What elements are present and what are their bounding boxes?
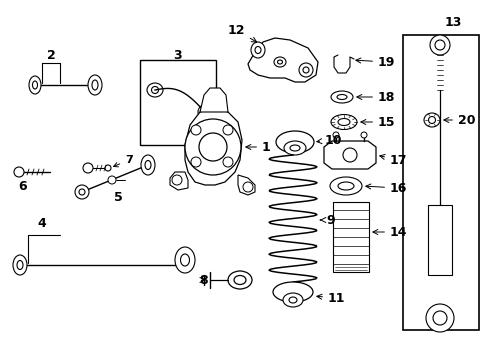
Ellipse shape (284, 141, 305, 155)
Text: 4: 4 (38, 216, 46, 230)
Ellipse shape (180, 254, 189, 266)
Ellipse shape (32, 81, 38, 89)
Bar (332, 202, 368, 272)
Ellipse shape (289, 145, 299, 151)
Text: 2: 2 (46, 49, 55, 62)
Text: 16: 16 (365, 181, 407, 194)
Polygon shape (238, 175, 254, 195)
Ellipse shape (17, 261, 23, 270)
Circle shape (429, 35, 449, 55)
Text: 3: 3 (173, 49, 182, 62)
Ellipse shape (275, 131, 313, 153)
Ellipse shape (330, 91, 352, 103)
Circle shape (303, 67, 308, 73)
Polygon shape (247, 38, 317, 82)
Text: 6: 6 (19, 180, 27, 193)
Ellipse shape (254, 46, 261, 54)
Ellipse shape (423, 113, 439, 127)
Text: 15: 15 (360, 116, 395, 129)
Circle shape (79, 189, 85, 195)
Text: 13: 13 (444, 15, 461, 28)
Bar (427, 205, 451, 275)
Ellipse shape (283, 293, 303, 307)
Ellipse shape (88, 75, 102, 95)
Text: 9: 9 (320, 213, 334, 226)
Circle shape (243, 182, 252, 192)
Ellipse shape (337, 118, 349, 126)
Circle shape (425, 304, 453, 332)
Text: 5: 5 (113, 190, 122, 203)
Ellipse shape (198, 105, 212, 119)
Text: 14: 14 (372, 225, 407, 239)
Ellipse shape (337, 182, 353, 190)
Text: 18: 18 (356, 90, 395, 104)
Polygon shape (184, 108, 242, 185)
Ellipse shape (250, 42, 264, 58)
Ellipse shape (277, 60, 282, 64)
Text: 20: 20 (443, 113, 474, 126)
Ellipse shape (175, 247, 195, 273)
Ellipse shape (13, 255, 27, 275)
Circle shape (184, 119, 241, 175)
Ellipse shape (29, 76, 41, 94)
Ellipse shape (92, 80, 98, 90)
Circle shape (298, 63, 312, 77)
Ellipse shape (227, 271, 251, 289)
Text: 12: 12 (227, 23, 256, 42)
Polygon shape (333, 57, 349, 73)
Circle shape (360, 132, 366, 138)
Ellipse shape (145, 161, 151, 170)
Text: 17: 17 (379, 153, 407, 166)
Ellipse shape (427, 117, 435, 123)
Circle shape (75, 185, 89, 199)
Circle shape (332, 132, 338, 138)
Ellipse shape (336, 95, 346, 99)
Text: 1: 1 (245, 140, 270, 153)
Ellipse shape (288, 297, 296, 303)
Ellipse shape (329, 177, 361, 195)
Circle shape (432, 311, 446, 325)
Text: 8: 8 (199, 274, 207, 287)
Ellipse shape (151, 86, 158, 94)
Circle shape (223, 157, 232, 167)
Circle shape (191, 125, 201, 135)
Circle shape (342, 148, 356, 162)
Circle shape (223, 125, 232, 135)
Circle shape (199, 133, 226, 161)
Bar (402, 35, 478, 330)
Circle shape (434, 40, 444, 50)
Polygon shape (200, 88, 227, 112)
Text: 7: 7 (113, 155, 132, 167)
Circle shape (191, 157, 201, 167)
Circle shape (105, 165, 111, 171)
Ellipse shape (272, 282, 312, 302)
Polygon shape (324, 141, 375, 169)
Bar (140, 60, 216, 145)
Text: 10: 10 (316, 134, 342, 147)
Text: 19: 19 (355, 55, 395, 68)
Polygon shape (170, 172, 187, 190)
Ellipse shape (234, 275, 245, 284)
Ellipse shape (202, 109, 207, 115)
Ellipse shape (141, 155, 155, 175)
Ellipse shape (273, 57, 285, 67)
Ellipse shape (147, 83, 163, 97)
Ellipse shape (330, 114, 356, 130)
Text: 11: 11 (316, 292, 345, 305)
Circle shape (108, 176, 116, 184)
Circle shape (172, 175, 182, 185)
Circle shape (83, 163, 93, 173)
Circle shape (14, 167, 24, 177)
